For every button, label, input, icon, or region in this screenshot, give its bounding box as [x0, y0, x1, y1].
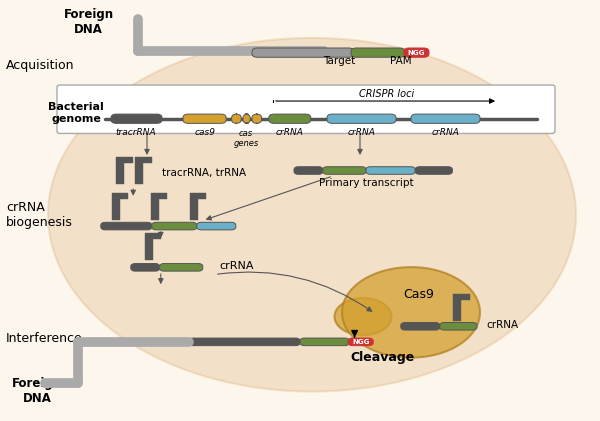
Ellipse shape [335, 298, 392, 335]
FancyBboxPatch shape [327, 114, 396, 123]
Ellipse shape [48, 38, 576, 392]
FancyBboxPatch shape [232, 114, 241, 123]
Text: crRNA: crRNA [348, 128, 376, 136]
FancyBboxPatch shape [411, 114, 480, 123]
FancyBboxPatch shape [351, 48, 405, 57]
Bar [151, 199, 159, 220]
FancyBboxPatch shape [57, 85, 555, 133]
Text: Foreign
DNA: Foreign DNA [12, 377, 62, 405]
Text: NGG: NGG [352, 339, 369, 345]
Text: CRISPR loci: CRISPR loci [359, 89, 415, 99]
FancyBboxPatch shape [294, 167, 323, 174]
Bar [135, 157, 152, 163]
FancyBboxPatch shape [269, 114, 311, 123]
FancyBboxPatch shape [131, 264, 160, 271]
Text: tracrRNA: tracrRNA [116, 128, 157, 136]
FancyBboxPatch shape [252, 48, 354, 57]
Text: crRNA: crRNA [276, 128, 304, 136]
Bar [116, 163, 124, 184]
Bar [190, 199, 198, 220]
Bar [135, 163, 143, 184]
Text: crRNA
biogenesis: crRNA biogenesis [6, 201, 73, 229]
Bar [453, 294, 470, 300]
Text: Bacterial
genome: Bacterial genome [49, 102, 104, 124]
Text: Foreign
DNA: Foreign DNA [64, 8, 114, 36]
Text: crRNA: crRNA [219, 261, 254, 271]
Bar [116, 157, 133, 163]
Bar [151, 193, 167, 199]
Bar [145, 239, 153, 260]
FancyBboxPatch shape [111, 114, 162, 123]
FancyBboxPatch shape [300, 338, 349, 346]
Text: Acquisition: Acquisition [6, 59, 74, 72]
Bar [112, 199, 120, 220]
FancyBboxPatch shape [243, 114, 250, 123]
Text: tracrRNA, trRNA: tracrRNA, trRNA [162, 168, 246, 179]
Bar [453, 300, 461, 321]
FancyBboxPatch shape [197, 222, 236, 230]
Text: crRNA: crRNA [486, 320, 518, 330]
Text: cas9: cas9 [194, 128, 215, 136]
FancyBboxPatch shape [348, 338, 373, 346]
FancyBboxPatch shape [160, 264, 203, 271]
Text: Target: Target [323, 56, 355, 66]
Text: NGG: NGG [408, 50, 425, 56]
Ellipse shape [342, 267, 480, 357]
Text: Cleavage: Cleavage [350, 351, 415, 363]
FancyBboxPatch shape [366, 167, 415, 174]
FancyBboxPatch shape [440, 322, 477, 330]
FancyBboxPatch shape [252, 114, 262, 123]
FancyBboxPatch shape [152, 222, 197, 230]
Bar [145, 233, 161, 239]
FancyBboxPatch shape [183, 114, 226, 123]
FancyBboxPatch shape [401, 322, 440, 330]
FancyBboxPatch shape [323, 167, 366, 174]
Bar [190, 193, 206, 199]
Text: Cas9: Cas9 [403, 288, 434, 301]
FancyBboxPatch shape [189, 338, 300, 346]
Text: cas
genes: cas genes [233, 129, 259, 148]
FancyBboxPatch shape [404, 48, 429, 57]
Text: Primary transcript: Primary transcript [319, 178, 413, 188]
Text: PAM: PAM [390, 56, 412, 66]
Text: crRNA: crRNA [432, 128, 460, 136]
FancyBboxPatch shape [101, 222, 152, 230]
FancyBboxPatch shape [415, 167, 452, 174]
Text: Interference: Interference [6, 333, 83, 345]
Bar [112, 193, 128, 199]
